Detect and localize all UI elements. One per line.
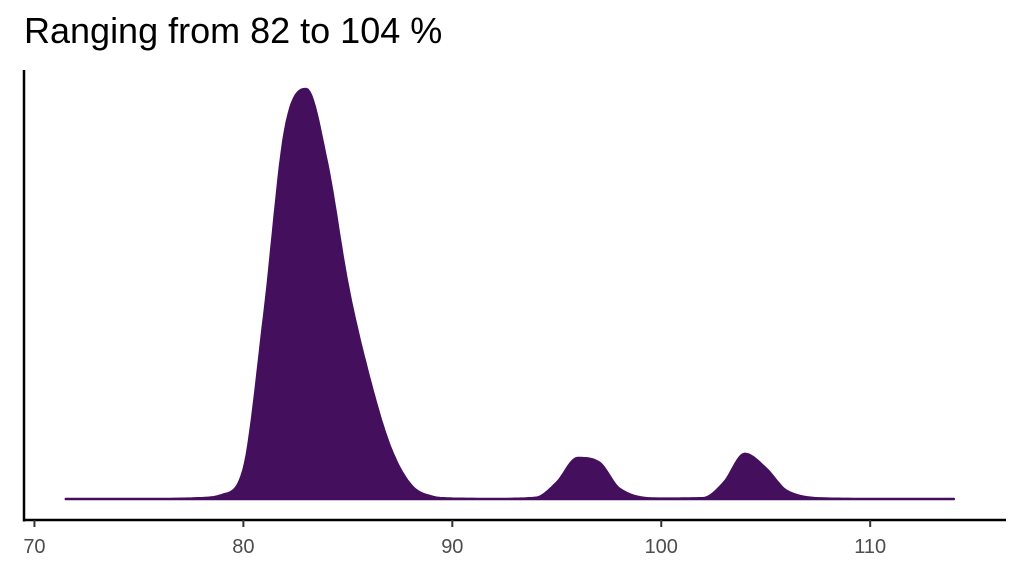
density-area [64, 87, 956, 501]
x-tick-label: 70 [23, 536, 45, 558]
x-tick-label: 80 [232, 536, 254, 558]
x-tick-label: 100 [645, 536, 678, 558]
marks-layer [64, 87, 956, 501]
x-tick-label: 110 [854, 536, 886, 558]
chart-title: Ranging from 82 to 104 % [24, 10, 443, 51]
axis-layer: 70 80 90 100 110 [22, 70, 1006, 558]
x-tick-label: 90 [441, 536, 463, 558]
